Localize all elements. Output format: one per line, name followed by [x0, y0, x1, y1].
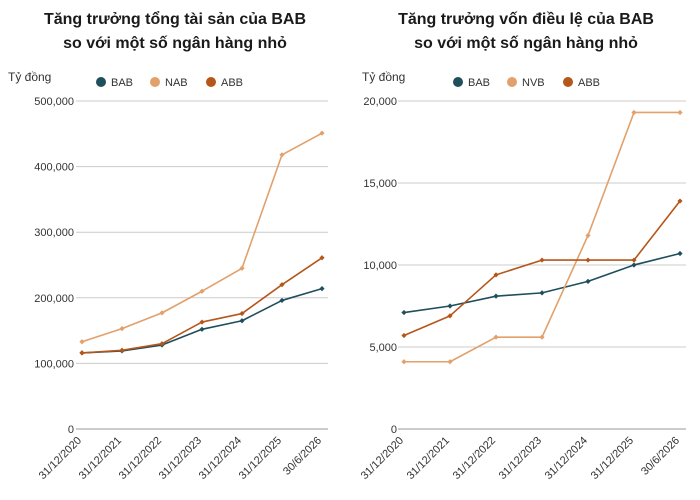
chart-1-data-point-abb: [119, 347, 125, 353]
chart-1-data-point-nab: [239, 265, 245, 271]
chart-2-data-point-bab: [539, 290, 545, 296]
chart-1-y-tick-label: 200,000: [34, 293, 74, 305]
chart-2-data-point-bab: [493, 293, 499, 299]
chart-1-y-tick-label: 400,000: [34, 162, 74, 174]
chart-2-data-point-abb: [493, 272, 499, 278]
chart-1-data-point-nab: [279, 152, 285, 158]
chart-1-data-point-nab: [199, 288, 205, 294]
chart-2-data-point-nvb: [401, 359, 407, 365]
chart-2-x-tick-label: 31/12/2020: [359, 435, 406, 482]
chart-1-legend-marker-abb: [206, 77, 216, 87]
chart-2-data-point-abb: [401, 332, 407, 339]
chart-1-y-tick-label: 100,000: [34, 358, 74, 370]
chart-2-data-point-abb: [631, 257, 637, 263]
chart-2-legend-marker-bab: [453, 77, 463, 87]
chart-1-data-point-bab: [279, 297, 285, 304]
chart-1-data-point-nab: [319, 130, 325, 136]
chart-2-legend-label-bab: BAB: [468, 77, 490, 89]
chart-1-legend-label-nab: NAB: [165, 77, 188, 89]
chart-1-legend-marker-bab: [96, 77, 106, 87]
chart-1-series-line-nab: [81, 132, 323, 343]
chart-2-data-point-nvb: [447, 359, 453, 365]
chart-1-y-tick-label: 300,000: [34, 227, 74, 239]
chart-2-x-tick-label: 31/12/2024: [543, 435, 590, 482]
chart-2-data-point-abb: [447, 313, 453, 319]
chart-2-legend-label-nvb: NVB: [522, 77, 545, 89]
chart-2-y-tick-label: 15,000: [363, 178, 397, 190]
chart-2-legend-label-abb: ABB: [578, 77, 600, 89]
chart-1-series-line-abb: [81, 257, 323, 354]
chart-1-data-point-nab: [159, 310, 165, 316]
chart-1-data-point-bab: [199, 326, 205, 332]
chart-1-data-point-nab: [79, 339, 85, 345]
chart-2-y-tick-label: 0: [391, 424, 397, 436]
chart-1-x-tick-label: 30/6/2026: [281, 435, 324, 478]
chart-2-y-tick-label: 5,000: [369, 342, 397, 354]
chart-2-legend-marker-abb: [563, 77, 573, 87]
chart-1-data-point-abb: [159, 341, 165, 347]
chart-1-data-point-nab: [119, 326, 125, 332]
chart-1-data-point-abb: [279, 282, 285, 288]
chart-2-data-point-abb: [585, 257, 591, 263]
chart-1-unit-label: Tỷ đồng: [8, 70, 51, 84]
chart-2-data-point-nvb: [631, 109, 637, 116]
chart-1-data-point-abb: [239, 310, 245, 317]
chart-2-data-point-nvb: [585, 232, 591, 239]
chart-2-x-tick-label: 31/12/2025: [589, 435, 636, 482]
chart-2-y-tick-label: 20,000: [363, 96, 397, 108]
chart-2-x-tick-label: 31/12/2022: [451, 435, 498, 482]
chart-2-x-tick-label: 30/6/2026: [639, 435, 682, 478]
chart-2-data-point-bab: [447, 303, 453, 309]
chart-1-data-point-abb: [199, 319, 205, 325]
chart-2-x-tick-label: 31/12/2021: [405, 435, 452, 482]
chart-1-title-line-1: Tăng trưởng tổng tài sản của BAB: [44, 10, 306, 28]
chart-2-data-point-abb: [539, 257, 545, 263]
chart-1-y-tick-label: 500,000: [34, 96, 74, 108]
chart-1-legend-marker-nab: [150, 77, 160, 87]
chart-2-data-point-nvb: [539, 334, 545, 340]
chart-1-title-line-2: so với một số ngân hàng nhỏ: [63, 35, 287, 52]
chart-2-data-point-nvb: [493, 334, 499, 340]
chart-1-data-point-abb: [79, 350, 85, 356]
chart-1-legend-label-bab: BAB: [111, 77, 133, 89]
chart-2-unit-label: Tỷ đồng: [362, 70, 405, 84]
chart-2-data-point-bab: [631, 262, 637, 268]
chart-2-y-tick-label: 10,000: [363, 260, 397, 272]
chart-2-data-point-bab: [677, 250, 683, 257]
chart-1-data-point-bab: [239, 318, 245, 324]
chart-1-data-point-bab: [319, 286, 325, 292]
chart-2-data-point-nvb: [677, 109, 683, 116]
chart-2-x-tick-label: 31/12/2023: [497, 435, 544, 482]
chart-1-y-tick-label: 0: [68, 424, 74, 436]
chart-2-title-line-1: Tăng trưởng vốn điều lệ của BAB: [398, 11, 654, 28]
chart-2-data-point-abb: [677, 198, 683, 204]
chart-1-legend-label-abb: ABB: [221, 77, 243, 89]
chart-2-legend-marker-nvb: [507, 77, 517, 87]
chart-1-data-point-abb: [319, 255, 325, 261]
chart-2-series-line-nvb: [404, 111, 680, 363]
chart-2-data-point-bab: [401, 309, 407, 316]
chart-2-title-line-2: so với một số ngân hàng nhỏ: [414, 35, 638, 52]
chart-1-x-tick-label: 31/12/2025: [237, 435, 284, 482]
chart-2-data-point-bab: [585, 278, 591, 284]
chart-2: Tăng trưởng vốn điều lệ của BAB so với mộ…: [359, 11, 686, 482]
chart-2-series-line-abb: [403, 200, 681, 337]
chart-1: Tăng trưởng tổng tài sản của BAB so với m…: [8, 10, 328, 482]
